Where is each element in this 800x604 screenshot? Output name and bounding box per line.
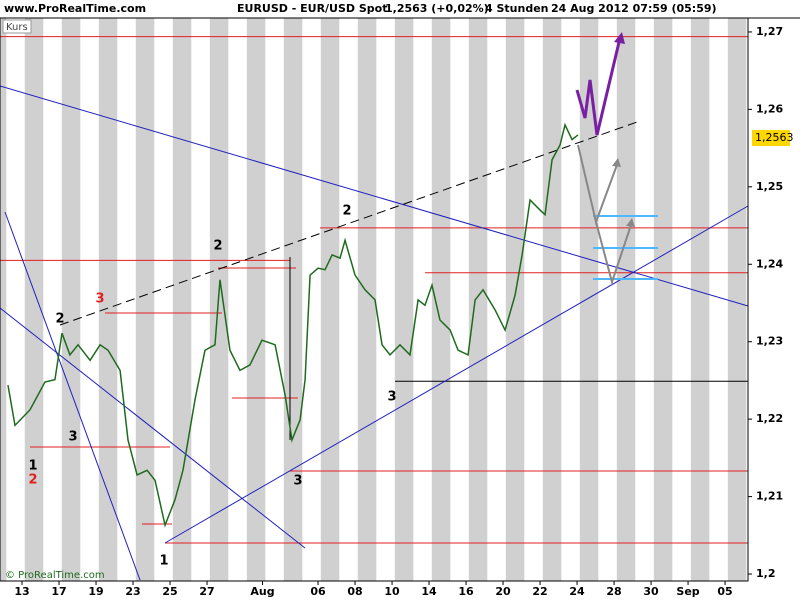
day-stripe <box>320 18 340 581</box>
x-tick-label: 06 <box>310 585 326 598</box>
y-tick-label: 1,25 <box>756 180 783 193</box>
trend-line <box>0 85 749 307</box>
day-stripe <box>0 18 7 581</box>
day-stripe <box>616 18 636 581</box>
last-value-label: 1,2563 <box>755 131 794 144</box>
trend-line <box>164 205 749 544</box>
day-stripe <box>394 18 414 581</box>
x-tick-label: 19 <box>88 585 103 598</box>
y-tick-label: 1,24 <box>756 257 783 270</box>
x-tick-label: 20 <box>495 585 511 598</box>
x-tick-label: 10 <box>384 585 400 598</box>
header-bar <box>0 0 800 18</box>
y-tick-label: 1,2 <box>756 567 776 580</box>
wave-label: 1 <box>28 459 37 474</box>
quote: 1,2563 (+0,02%) <box>385 2 489 15</box>
x-tick-label: 25 <box>162 585 177 598</box>
projection <box>575 37 622 136</box>
wave-label: 2 <box>213 239 222 254</box>
y-tick-label: 1,22 <box>756 412 783 425</box>
wave-label: 1 <box>159 554 168 569</box>
timestamp: 24 Aug 2012 07:59 (05:59) <box>551 2 717 15</box>
day-stripe <box>431 18 451 581</box>
x-tick-label: 17 <box>51 585 66 598</box>
day-stripe <box>24 18 44 581</box>
interval: 4 Stunden <box>485 2 549 15</box>
x-tick-label: 13 <box>14 585 29 598</box>
day-stripe <box>61 18 81 581</box>
y-tick-label: 1,23 <box>756 335 783 348</box>
wave-label: 3 <box>293 474 302 489</box>
arrow-head <box>614 32 625 44</box>
day-stripe <box>468 18 488 581</box>
day-stripe <box>172 18 192 581</box>
x-tick-label: 22 <box>532 585 547 598</box>
last-value-box <box>752 130 790 147</box>
wave-label: 2 <box>55 312 64 327</box>
x-tick-label: Sep <box>676 585 699 598</box>
x-tick-label: 23 <box>125 585 140 598</box>
x-tick-label: 28 <box>606 585 621 598</box>
wave-label: 2 <box>342 204 351 219</box>
x-tick-label: 05 <box>717 585 732 598</box>
trend-line-dashed <box>59 120 641 326</box>
trend-line <box>4 211 141 581</box>
wave-label: 2 <box>28 473 37 488</box>
day-stripe <box>542 18 562 581</box>
trend-line <box>0 307 306 549</box>
y-tick-label: 1,27 <box>756 25 783 38</box>
x-tick-label: Aug <box>250 585 274 598</box>
price-line <box>7 122 579 528</box>
panel-label: Kurs <box>6 22 28 33</box>
day-stripe <box>690 18 710 581</box>
wave-label: 3 <box>95 292 104 307</box>
arrow-head <box>612 158 621 167</box>
day-stripe <box>135 18 155 581</box>
projection <box>595 221 633 286</box>
day-stripe <box>727 18 747 581</box>
y-tick-label: 1,26 <box>756 102 783 115</box>
x-tick-label: 16 <box>458 585 474 598</box>
arrow-head <box>626 218 635 227</box>
day-stripe <box>505 18 525 581</box>
day-stripes <box>0 18 747 581</box>
panel-label-box <box>2 19 32 34</box>
x-tick-label: 30 <box>643 585 659 598</box>
y-tick-label: 1,21 <box>756 490 783 503</box>
day-stripe <box>283 18 303 581</box>
site: www.ProRealTime.com <box>4 2 146 15</box>
levels <box>0 36 748 544</box>
day-stripe <box>579 18 599 581</box>
wave-label: 3 <box>387 390 396 405</box>
day-stripe <box>357 18 377 581</box>
day-stripe <box>98 18 118 581</box>
footer: © ProRealTime.com <box>5 570 105 581</box>
day-stripe <box>246 18 266 581</box>
x-tick-label: 27 <box>199 585 214 598</box>
symbol: EURUSD - EUR/USD Spot <box>237 2 388 15</box>
x-tick-label: 24 <box>569 585 585 598</box>
plot-frame <box>0 17 749 582</box>
drawings <box>0 32 749 581</box>
wave-label: 3 <box>68 430 77 445</box>
x-tick-label: 14 <box>421 585 437 598</box>
x-tick-label: 08 <box>347 585 362 598</box>
day-stripe <box>653 18 673 581</box>
